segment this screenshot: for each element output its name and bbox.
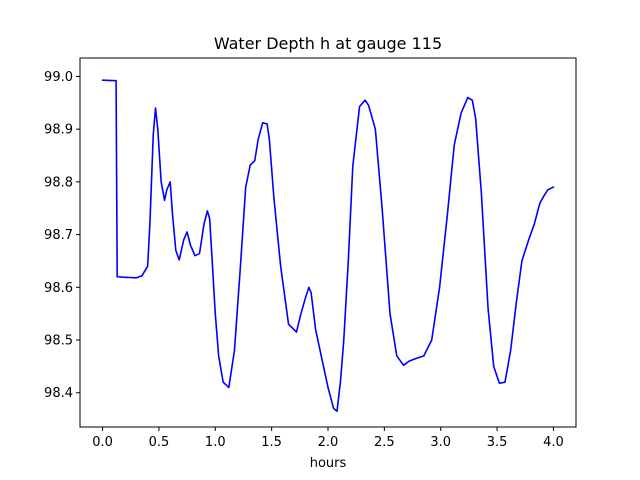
x-tick-label: 2.5 [374,435,395,450]
y-tick-label: 99.0 [44,70,73,85]
chart-title: Water Depth h at gauge 115 [214,34,442,53]
y-tick-label: 98.8 [44,175,73,190]
y-tick-label: 98.4 [44,386,73,401]
series-line-0 [101,79,555,412]
series-layer [101,79,555,412]
x-tick-label: 0.0 [92,435,113,450]
y-axis: 98.4 98.5 98.6 98.7 98.8 98.9 99.0 [44,70,80,401]
x-axis-label: hours [310,456,347,471]
x-tick-label: 1.0 [205,435,226,450]
y-tick-label: 98.5 [44,334,73,349]
x-tick-label: 1.5 [261,435,282,450]
x-tick-label: 4.0 [543,435,564,450]
x-tick-label: 3.5 [487,435,508,450]
x-tick-label: 0.5 [149,435,170,450]
y-tick-label: 98.7 [44,228,73,243]
y-tick-label: 98.9 [44,123,73,138]
x-tick-label: 2.0 [318,435,339,450]
x-tick-label: 3.0 [430,435,451,450]
x-axis: 0.0 0.5 1.0 1.5 2.0 2.5 3.0 3.5 4.0 [92,427,564,450]
y-tick-label: 98.6 [44,281,73,296]
